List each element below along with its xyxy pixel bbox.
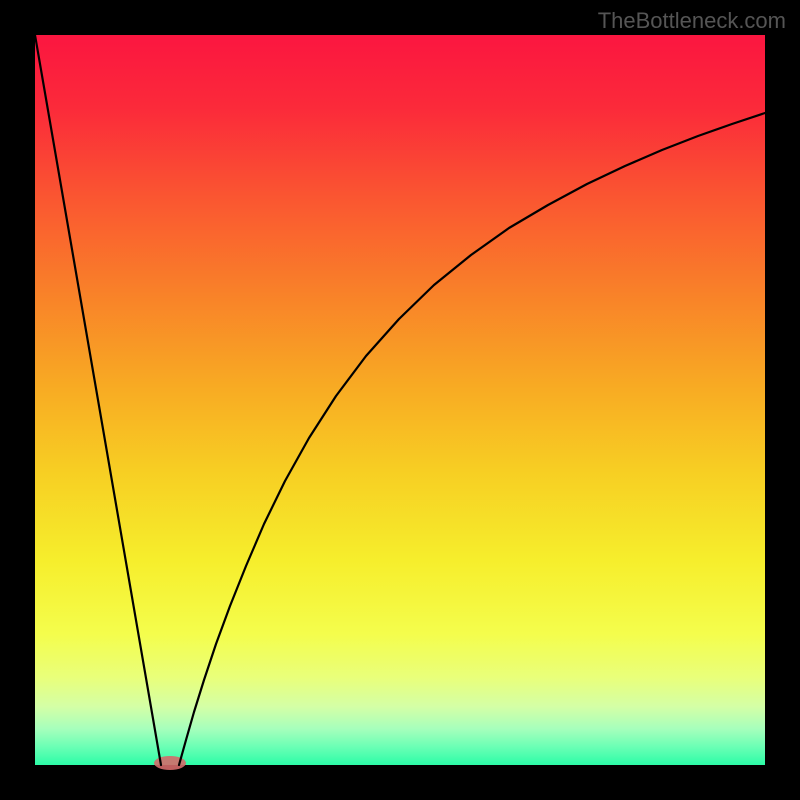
- bottleneck-chart: [0, 0, 800, 800]
- chart-container: TheBottleneck.com: [0, 0, 800, 800]
- watermark-text: TheBottleneck.com: [598, 8, 786, 34]
